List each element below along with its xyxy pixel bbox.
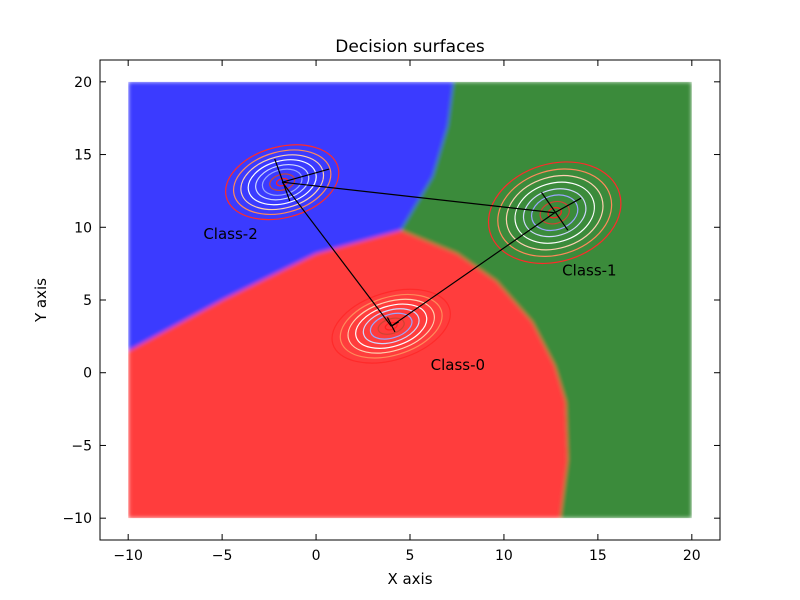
contours-class-1 xyxy=(487,161,622,265)
covariance-axis-segment xyxy=(390,321,400,327)
covariance-axis-segment xyxy=(541,192,569,231)
mean-connection-line xyxy=(282,181,555,214)
covariance-axis-segment xyxy=(282,168,330,183)
contour-level xyxy=(377,317,405,335)
class-labels: Class-0 Class-1 Class-2 xyxy=(203,225,616,374)
x-tick-label: −5 xyxy=(212,548,233,564)
y-tick-label: 10 xyxy=(74,220,92,236)
y-tick-label: −10 xyxy=(62,511,92,527)
x-axis-ticks: −10 −5 0 5 10 15 20 xyxy=(113,60,701,564)
x-tick-label: 5 xyxy=(406,548,415,564)
contour-level xyxy=(362,308,420,345)
mean-connection-lines xyxy=(274,158,582,333)
x-tick-label: −10 xyxy=(113,548,143,564)
contour-level xyxy=(339,293,443,359)
y-axis-label: Y axis xyxy=(32,278,50,323)
covariance-axis-segment xyxy=(274,158,291,202)
x-tick-label: 20 xyxy=(683,548,701,564)
chart-title: Decision surfaces xyxy=(335,37,485,57)
y-tick-label: 20 xyxy=(74,75,92,91)
x-axis-label: X axis xyxy=(387,570,432,588)
covariance-axis-segment xyxy=(554,197,582,214)
contour-level xyxy=(225,144,340,221)
contour-level xyxy=(232,149,332,215)
x-tick-label: 10 xyxy=(495,548,513,564)
y-axis-ticks: −10 −5 0 5 10 15 20 xyxy=(62,75,720,527)
contour-level xyxy=(369,312,413,340)
contour-level xyxy=(355,303,428,349)
y-tick-label: 5 xyxy=(83,293,92,309)
contour-level xyxy=(522,188,587,238)
mean-connection-line xyxy=(390,212,556,327)
region-class-0 xyxy=(128,230,568,519)
class-contours xyxy=(225,144,622,364)
contour-level xyxy=(331,288,451,364)
contour-level xyxy=(547,207,562,219)
contour-level xyxy=(497,168,613,257)
x-tick-label: 15 xyxy=(589,548,607,564)
contour-level xyxy=(530,194,579,232)
contour-level xyxy=(505,175,604,251)
contour-level xyxy=(487,161,622,265)
class-label-class-0: Class-0 xyxy=(431,356,485,374)
class-label-class-1: Class-1 xyxy=(562,261,616,279)
y-tick-label: 15 xyxy=(74,148,92,164)
y-tick-label: 0 xyxy=(83,366,92,382)
y-tick-label: −5 xyxy=(71,438,92,454)
mean-connection-line xyxy=(281,181,392,327)
contour-level xyxy=(514,181,595,244)
contour-level xyxy=(539,200,570,225)
x-tick-label: 0 xyxy=(312,548,321,564)
covariance-axis-segment xyxy=(386,317,396,333)
contour-level xyxy=(347,298,435,354)
class-label-class-2: Class-2 xyxy=(203,225,257,243)
